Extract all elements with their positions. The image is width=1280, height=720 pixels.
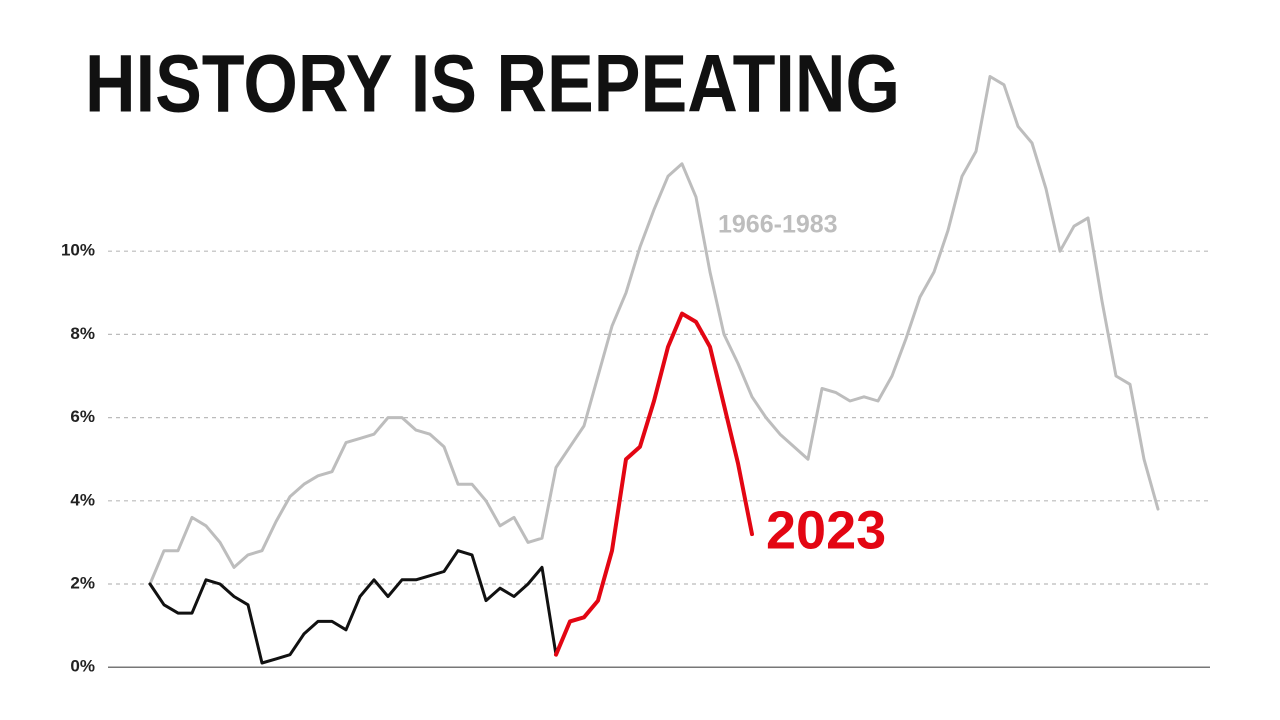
y-tick-label: 6% (70, 407, 95, 426)
chart-title: HISTORY IS REPEATING (85, 39, 900, 130)
series-line (148, 75, 1160, 586)
y-tick-label: 10% (61, 241, 95, 260)
y-tick-label: 2% (70, 573, 95, 592)
series-label: 2023 (766, 500, 886, 560)
series-line (148, 549, 558, 665)
series-label: 1966-1983 (718, 211, 838, 239)
y-tick-label: 8% (70, 324, 95, 343)
y-tick-label: 0% (70, 657, 95, 676)
y-tick-label: 4% (70, 490, 95, 509)
series-line (554, 311, 754, 657)
